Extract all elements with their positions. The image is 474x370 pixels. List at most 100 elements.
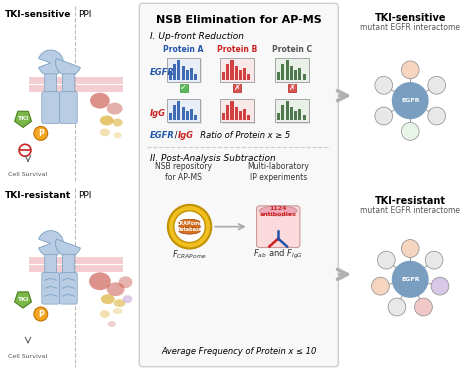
FancyBboxPatch shape xyxy=(42,272,60,304)
FancyBboxPatch shape xyxy=(60,92,77,124)
Bar xyxy=(235,66,238,80)
Bar xyxy=(239,70,242,80)
Bar xyxy=(277,60,310,83)
Ellipse shape xyxy=(113,118,123,127)
Ellipse shape xyxy=(114,132,121,138)
Text: EGFR: EGFR xyxy=(150,68,175,77)
Bar xyxy=(247,74,250,80)
Circle shape xyxy=(375,107,392,125)
Text: PPI: PPI xyxy=(78,191,91,200)
Ellipse shape xyxy=(100,310,110,318)
Bar xyxy=(243,108,246,121)
Ellipse shape xyxy=(179,223,201,230)
Text: IgG: IgG xyxy=(178,131,194,140)
FancyBboxPatch shape xyxy=(42,92,60,124)
Bar xyxy=(247,115,250,121)
Bar xyxy=(277,100,310,124)
Bar xyxy=(173,64,176,80)
Ellipse shape xyxy=(101,294,115,304)
Ellipse shape xyxy=(100,128,110,137)
Bar xyxy=(282,64,284,80)
Text: P: P xyxy=(38,310,44,319)
Bar xyxy=(288,84,296,92)
Text: P: P xyxy=(38,129,44,138)
Bar xyxy=(286,101,289,121)
Ellipse shape xyxy=(90,93,110,108)
Text: TKI: TKI xyxy=(18,116,29,121)
Bar xyxy=(177,60,180,80)
Circle shape xyxy=(425,251,443,269)
Text: IgG: IgG xyxy=(150,109,166,118)
Text: Cell Survival: Cell Survival xyxy=(9,172,47,177)
Bar xyxy=(222,72,225,80)
FancyBboxPatch shape xyxy=(60,272,77,304)
Text: mutant EGFR interactome: mutant EGFR interactome xyxy=(360,206,460,215)
Circle shape xyxy=(401,240,419,258)
Text: I. Up-front Reduction: I. Up-front Reduction xyxy=(150,31,244,41)
Bar xyxy=(298,68,301,80)
Wedge shape xyxy=(38,50,64,76)
Text: EGFR: EGFR xyxy=(401,277,419,282)
Bar xyxy=(182,66,184,80)
Bar xyxy=(230,101,234,121)
Bar xyxy=(220,99,254,122)
Circle shape xyxy=(34,307,48,321)
Bar xyxy=(194,74,197,80)
Circle shape xyxy=(415,298,432,316)
Text: TKI: TKI xyxy=(18,297,29,302)
Bar xyxy=(180,84,188,92)
FancyBboxPatch shape xyxy=(63,74,74,94)
Bar xyxy=(298,108,301,121)
Ellipse shape xyxy=(123,295,132,303)
Bar xyxy=(220,58,254,82)
Text: PPI: PPI xyxy=(78,10,91,19)
Text: TKI-sensitive: TKI-sensitive xyxy=(5,10,72,19)
Text: EGFR: EGFR xyxy=(401,98,419,103)
Bar xyxy=(277,112,280,121)
Bar xyxy=(194,115,197,121)
Bar xyxy=(302,115,306,121)
Bar xyxy=(168,100,202,124)
Bar xyxy=(286,60,289,80)
Bar xyxy=(177,101,180,121)
Bar xyxy=(226,64,229,80)
Bar xyxy=(275,58,309,82)
Text: TKI-resistant: TKI-resistant xyxy=(5,191,72,200)
Bar xyxy=(169,112,172,121)
Bar xyxy=(282,105,284,121)
Circle shape xyxy=(174,211,205,243)
Bar xyxy=(186,111,189,121)
Circle shape xyxy=(401,122,419,140)
Circle shape xyxy=(431,277,449,295)
Bar xyxy=(222,112,225,121)
Text: 1124
antibodies: 1124 antibodies xyxy=(260,206,297,217)
Bar xyxy=(190,108,193,121)
Text: /: / xyxy=(172,131,180,140)
Text: NSB repository
for AP-MS: NSB repository for AP-MS xyxy=(155,162,212,182)
Circle shape xyxy=(372,277,389,295)
Bar xyxy=(167,58,201,82)
FancyBboxPatch shape xyxy=(256,206,300,248)
Circle shape xyxy=(428,107,446,125)
Text: Cell Survival: Cell Survival xyxy=(9,354,47,359)
Ellipse shape xyxy=(89,272,111,290)
FancyBboxPatch shape xyxy=(45,74,56,94)
Bar xyxy=(302,74,306,80)
Bar xyxy=(221,100,255,124)
Ellipse shape xyxy=(107,102,123,115)
Wedge shape xyxy=(38,231,64,256)
Circle shape xyxy=(388,298,406,316)
Text: $F_{ab}$ and $F_{IgG}$: $F_{ab}$ and $F_{IgG}$ xyxy=(253,248,303,261)
Circle shape xyxy=(428,76,446,94)
Text: Multi-laboratory
IP experiments: Multi-laboratory IP experiments xyxy=(247,162,309,182)
Bar xyxy=(230,60,234,80)
Text: Average Frequency of Protein x ≤ 10: Average Frequency of Protein x ≤ 10 xyxy=(161,347,317,356)
Ellipse shape xyxy=(179,219,201,226)
Bar xyxy=(29,258,123,265)
Ellipse shape xyxy=(100,115,114,125)
Bar xyxy=(233,84,241,92)
Ellipse shape xyxy=(114,299,126,307)
FancyBboxPatch shape xyxy=(63,255,74,274)
Text: $F_{CRAPome}$: $F_{CRAPome}$ xyxy=(172,248,207,261)
Bar xyxy=(29,85,123,92)
